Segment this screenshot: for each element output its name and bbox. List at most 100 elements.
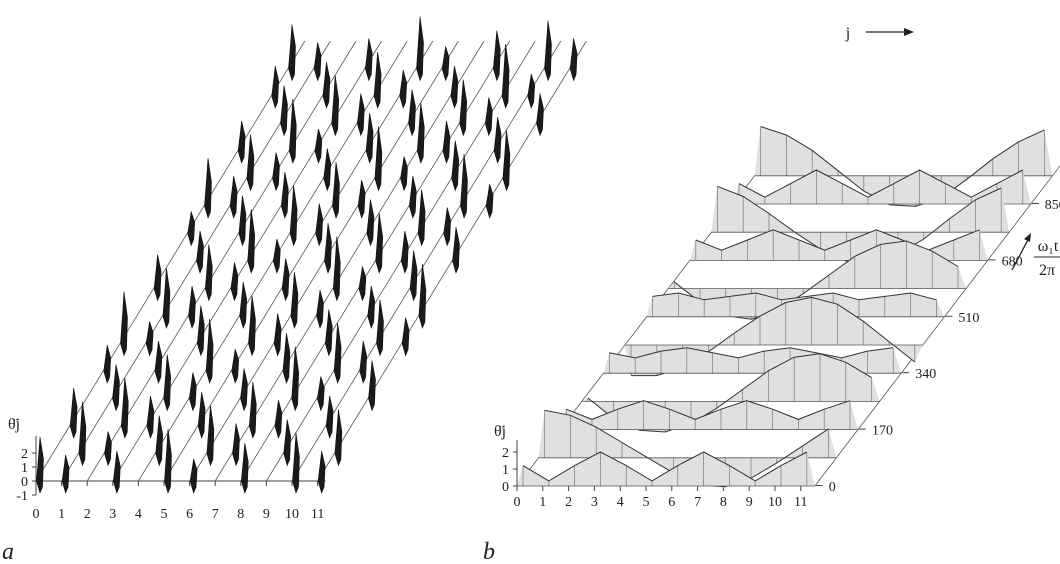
spike-mark (281, 258, 290, 302)
y-tick-label: 2 (21, 447, 28, 462)
x-tick-label: 11 (794, 495, 807, 510)
x-tick-label: 5 (161, 507, 168, 522)
depth-line (35, 40, 306, 482)
depth-arrow (1011, 235, 1031, 271)
y-tick-label: 2 (502, 446, 509, 461)
spike-mark (104, 431, 112, 467)
depth-tick-label: 510 (958, 311, 979, 326)
spike-mark (238, 195, 247, 247)
spike-mark (493, 116, 502, 164)
spike-mark (155, 415, 164, 467)
depth-line (214, 40, 485, 482)
spike-mark (409, 250, 418, 302)
x-tick-label: 8 (720, 495, 727, 510)
x-tick-label: 4 (617, 495, 624, 510)
x-tick-label: 1 (539, 495, 546, 510)
depth-tick-label: 170 (872, 424, 893, 439)
spike-mark (442, 120, 451, 164)
depth-line (163, 40, 434, 482)
x-tick-label: 6 (186, 507, 193, 522)
x-tick-label: 2 (84, 507, 91, 522)
x-tick-label: 8 (237, 507, 244, 522)
y-axis-label: θ̈j (494, 423, 506, 440)
spike-mark (163, 354, 172, 412)
spike-mark (417, 189, 426, 247)
spike-mark (204, 157, 212, 219)
spike-mark (240, 442, 249, 494)
spike-mark (205, 318, 214, 384)
spike-mark (359, 340, 368, 384)
spike-mark (280, 171, 289, 219)
spike-mark (324, 309, 333, 357)
spike-mark (492, 30, 501, 82)
x-arrow-label: j (845, 25, 850, 42)
spike-mark (373, 51, 382, 109)
spike-mark (334, 409, 343, 467)
spike-mark (376, 299, 384, 357)
spike-mark (288, 98, 297, 164)
spike-mark (333, 322, 342, 384)
spike-mark (408, 89, 416, 137)
spike-mark (164, 428, 172, 494)
spike-mark (365, 112, 374, 164)
spike-mark (374, 126, 383, 192)
spike-mark (280, 85, 288, 137)
spike-mark (368, 360, 376, 412)
depth-line (189, 40, 459, 482)
profile-line (522, 451, 808, 482)
x-arrowhead (904, 28, 914, 36)
spike-mark (544, 20, 552, 82)
spike-mark (418, 263, 427, 329)
spike-mark (322, 61, 331, 109)
spike-mark (112, 450, 121, 494)
spike-mark (231, 348, 240, 384)
spike-mark (569, 38, 578, 82)
spike-mark (272, 152, 280, 192)
depth-tick-label: 340 (915, 367, 936, 382)
spike-mark (460, 153, 468, 219)
spike-mark (247, 208, 256, 274)
spike-mark (443, 207, 452, 247)
depth-line (61, 40, 331, 482)
spike-mark (188, 285, 196, 329)
spike-mark (246, 134, 255, 192)
profile-area (560, 400, 858, 430)
spike-mark (154, 340, 163, 384)
spike-mark (230, 262, 239, 302)
depth-tick-label: 0 (829, 480, 836, 495)
spike-mark (187, 211, 196, 247)
profile-line (609, 347, 894, 359)
spike-mark (197, 391, 206, 439)
spike-mark (399, 69, 408, 109)
x-tick-label: 7 (694, 495, 701, 510)
profile-line (652, 292, 937, 301)
y-tick-label: -1 (16, 489, 28, 504)
spike-mark (416, 16, 424, 82)
spike-mark (332, 236, 341, 302)
spike-mark (291, 346, 300, 412)
spike-mark (332, 161, 340, 219)
spike-mark (36, 436, 44, 494)
profile-line (695, 229, 980, 251)
spike-mark (459, 79, 468, 137)
spike-mark (162, 267, 171, 329)
spike-mark (283, 419, 292, 467)
x-tick-label: 2 (565, 495, 572, 510)
spike-mark (240, 368, 248, 412)
depth-line (86, 40, 357, 482)
spike-mark (356, 93, 365, 137)
profile-line (738, 169, 1024, 198)
spike-mark (78, 401, 87, 467)
spike-mark (239, 281, 248, 329)
spike-mark (290, 271, 299, 329)
spike-mark (273, 313, 282, 357)
spike-mark (450, 65, 459, 109)
profile-area (538, 410, 837, 487)
spike-mark (232, 423, 240, 467)
depth-label-denominator: 2π (1039, 262, 1055, 279)
spike-mark (146, 395, 155, 439)
spike-mark (358, 266, 367, 302)
spike-mark (292, 432, 300, 494)
spike-mark (364, 38, 373, 82)
